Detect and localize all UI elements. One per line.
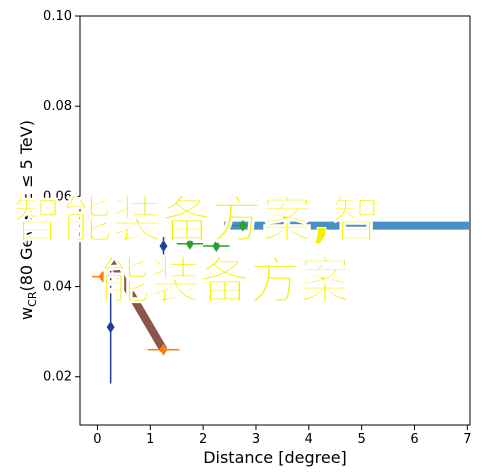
x-tick-label: 0	[93, 432, 101, 447]
x-tick-label: 3	[252, 432, 260, 447]
point	[185, 237, 194, 250]
x-tick-label: 6	[410, 432, 418, 447]
y-label-main: w	[17, 307, 36, 320]
plot-frame	[79, 15, 471, 426]
series-line	[107, 257, 167, 352]
x-tick-label: 4	[305, 432, 313, 447]
y-axis-label: wCR(80 GeV ≤ E ≤ 5 TeV)	[17, 120, 39, 320]
point	[159, 239, 168, 252]
y-tick-label: 0.08	[43, 99, 72, 114]
x-tick-label: 5	[358, 432, 366, 447]
point	[212, 239, 221, 252]
y-label-rest: (80 GeV ≤ E ≤ 5 TeV)	[17, 120, 36, 292]
y-tick-label: 0.04	[43, 280, 72, 295]
y-tick-label: 0.06	[43, 189, 72, 204]
x-tick-label: 2	[199, 432, 207, 447]
x-tick-label: 1	[146, 432, 154, 447]
x-axis-label: Distance [degree]	[203, 448, 347, 467]
point	[106, 321, 115, 334]
overlay-text: 智能装备方案,智	[12, 191, 381, 249]
point	[159, 343, 168, 356]
y-tick-label: 0.10	[43, 9, 72, 24]
y-label-sub: CR	[26, 291, 39, 307]
point	[238, 219, 247, 232]
x-tick-label: 7	[463, 432, 471, 447]
overlay-text: 能装备方案	[100, 252, 351, 310]
point	[98, 270, 107, 283]
y-tick-label: 0.02	[43, 370, 72, 385]
